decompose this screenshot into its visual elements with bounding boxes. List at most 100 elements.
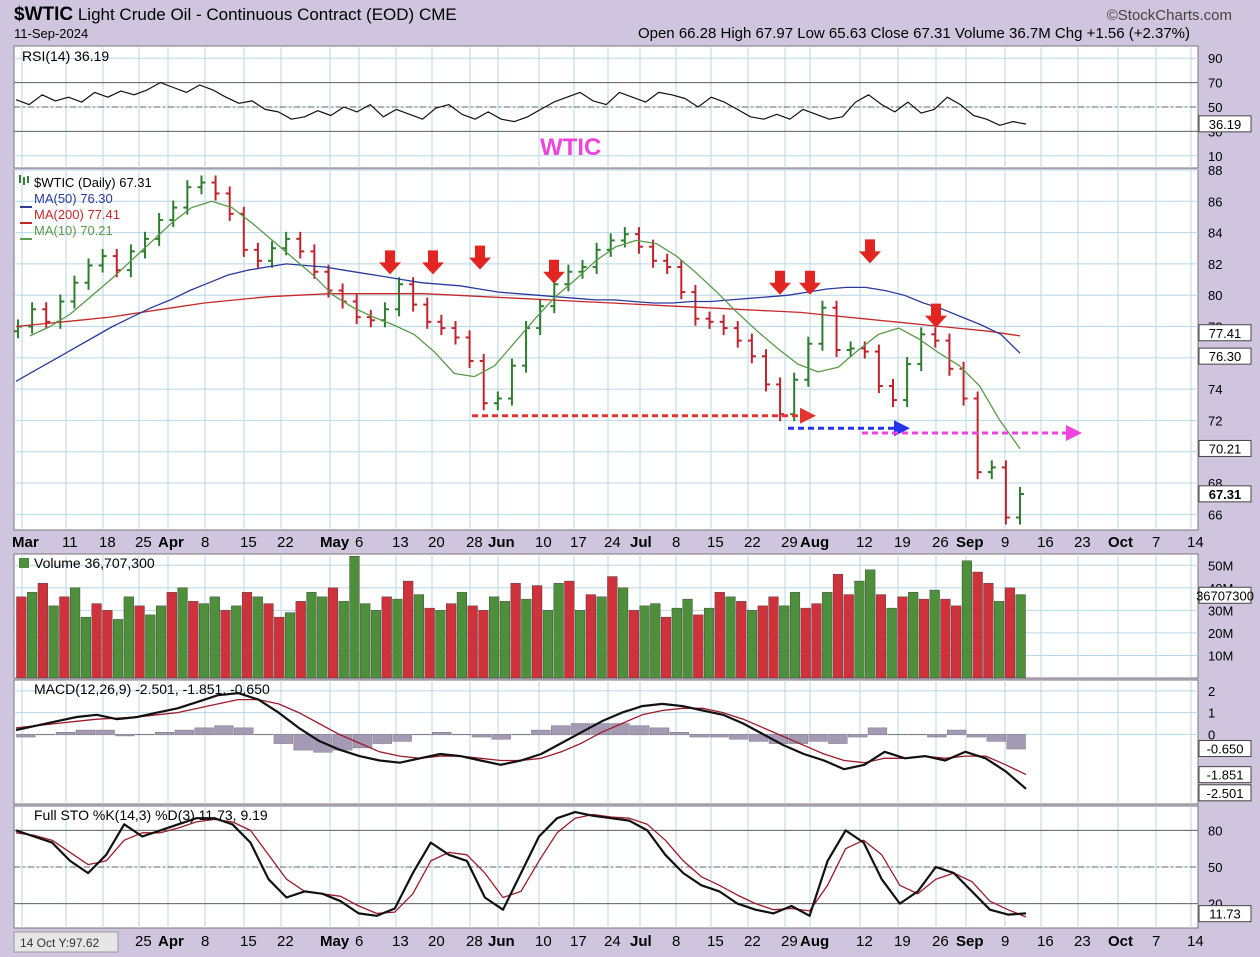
volume-bar [188, 601, 199, 679]
top-axis-label: 26 [932, 534, 949, 551]
volume-bar [757, 605, 768, 679]
volume-bar [198, 603, 210, 679]
top-axis-label: Mar [12, 534, 39, 551]
bottom-axis-label: 13 [392, 933, 409, 950]
volume-bar [123, 596, 134, 679]
ohlc-readout: Open 66.28 High 67.97 Low 65.63 Close 67… [637, 25, 1190, 42]
rsi-tick-label: 50 [1208, 100, 1222, 115]
volume-bar [327, 587, 339, 679]
macd-histogram-bar [848, 734, 868, 738]
rsi-tick-label: 10 [1208, 149, 1222, 164]
price-legend-entry: MA(200) 77.41 [34, 207, 120, 222]
macd-histogram-bar [234, 727, 254, 736]
bottom-axis-label: 15 [240, 933, 257, 950]
volume-bar [446, 603, 457, 679]
volume-bar [811, 603, 822, 679]
ma200-value-tag: 77.41 [1209, 326, 1242, 341]
volume-bar [370, 610, 382, 679]
top-axis-label: 28 [466, 534, 483, 551]
volume-bar [220, 610, 231, 679]
volume-bar [59, 596, 70, 679]
bottom-axis-label: Sep [956, 933, 984, 950]
bottom-axis-label: 15 [707, 933, 724, 950]
macd-histogram-bar [174, 729, 194, 736]
volume-bar [596, 596, 607, 679]
macd-histogram-bar [650, 727, 670, 736]
volume-bar [27, 592, 38, 679]
bottom-axis-label: 6 [355, 933, 363, 950]
volume-bar [585, 594, 596, 679]
volume-bar [91, 603, 102, 679]
bottom-axis-label: 9 [1001, 933, 1009, 950]
volume-bar [510, 583, 521, 679]
sto-label: Full STO %K(14,3) %D(3) 11.73, 9.19 [34, 807, 268, 823]
volume-bar [628, 610, 639, 679]
volume-bar [897, 596, 908, 679]
macd-histogram-bar [55, 732, 76, 736]
price-tick-label: 88 [1208, 163, 1222, 178]
price-tick-label: 84 [1208, 226, 1222, 241]
ma10-line [29, 200, 1021, 449]
macd-tick-label: 0 [1208, 727, 1215, 742]
top-axis-label: 29 [781, 534, 798, 551]
bottom-axis-label: 23 [1074, 933, 1091, 950]
volume-bar [607, 576, 618, 679]
volume-bar [317, 596, 328, 679]
volume-bar [37, 583, 48, 679]
top-axis-label: 20 [428, 534, 445, 551]
volume-bar [703, 607, 715, 679]
instrument-name: Light Crude Oil - Continuous Contract (E… [77, 5, 415, 24]
macd-histogram-bar [432, 732, 452, 736]
price-panel [13, 169, 1199, 531]
macd-histogram-bar [551, 725, 571, 736]
top-axis-label: 25 [135, 534, 152, 551]
resistance-arrow-icon [769, 270, 791, 295]
bottom-axis-label: 19 [894, 933, 911, 950]
volume-bar [575, 610, 586, 679]
volume-bar [671, 607, 682, 679]
volume-bar [166, 592, 177, 679]
volume-bar [854, 580, 865, 679]
bottom-axis-label: 17 [570, 933, 587, 950]
macd-histogram-bar [887, 734, 907, 736]
volume-bar [392, 598, 403, 679]
price-tick-label: 86 [1208, 194, 1222, 209]
volume-bar [134, 605, 145, 679]
top-axis-label: Jun [488, 534, 515, 551]
volume-bar [284, 612, 296, 679]
close-value-tag-box [1198, 485, 1252, 503]
macd-hist-value-tag: -0.650 [1207, 742, 1244, 757]
rsi-tick-label: 70 [1208, 76, 1222, 91]
macd-histogram-bar [531, 729, 551, 736]
macd-histogram-bar [135, 734, 155, 736]
bottom-axis-label: 25 [135, 933, 152, 950]
bottom-axis-label: 20 [428, 933, 445, 950]
bottom-axis-label: Jun [488, 933, 515, 950]
bottom-axis-label: 29 [781, 933, 798, 950]
volume-bar [875, 594, 887, 679]
ma10-value-tag: 70.21 [1209, 441, 1242, 456]
bottom-axis-label: 14 [1187, 933, 1204, 950]
chart-date: 11-Sep-2024 [14, 26, 89, 41]
volume-tick-label: 30M [1208, 603, 1233, 618]
volume-bar [1015, 594, 1026, 679]
volume-bar [467, 605, 478, 679]
volume-bar [951, 605, 962, 679]
macd-histogram-bar [828, 734, 848, 744]
top-axis-label: 22 [744, 534, 761, 551]
macd-histogram-bar [610, 723, 630, 736]
chart-title: $WTIC Light Crude Oil - Continuous Contr… [14, 4, 457, 26]
sto-d-line [15, 813, 1027, 918]
macd-histogram-bar [491, 734, 511, 740]
macd-line [15, 692, 1027, 790]
rsi-tick-label: 90 [1208, 51, 1222, 66]
sto-value-tag: 11.73 [1209, 907, 1241, 922]
bottom-axis-label: 8 [201, 933, 209, 950]
bottom-axis-label: 24 [604, 933, 621, 950]
volume-bar [768, 596, 779, 679]
exchange: CME [418, 5, 457, 24]
top-axis-label: 15 [707, 534, 724, 551]
macd-tick-label: 1 [1208, 706, 1215, 721]
volume-value-tag-box [1198, 586, 1252, 604]
